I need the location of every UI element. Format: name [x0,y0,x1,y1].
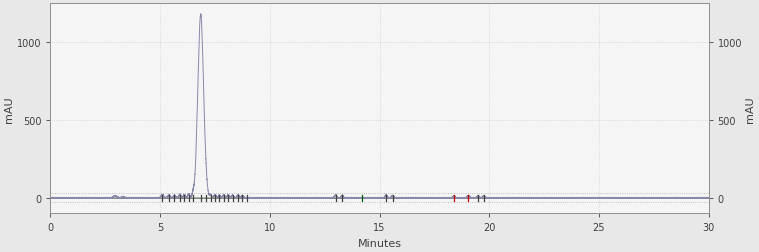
X-axis label: Minutes: Minutes [357,238,402,248]
Y-axis label: mAU: mAU [4,96,14,122]
Y-axis label: mAU: mAU [745,96,755,122]
